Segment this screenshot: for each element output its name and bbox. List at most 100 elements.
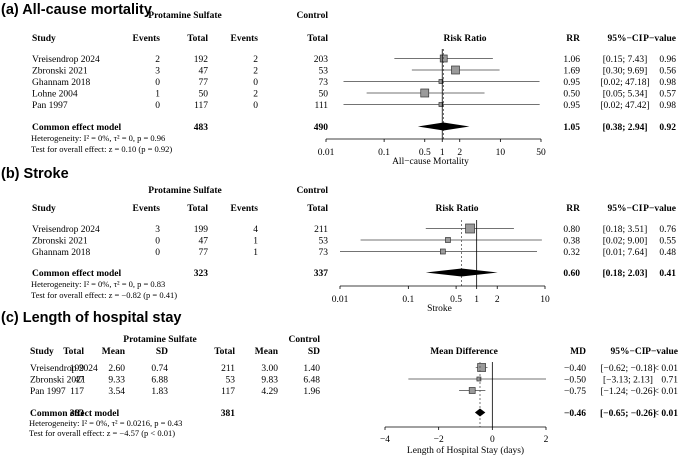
study-ci: [0.01; 7.64] <box>603 248 648 258</box>
overall-effect-note: Test for overall effect: z = 0.10 (p = 0… <box>31 144 172 154</box>
study-cell: 117 <box>70 387 84 397</box>
study-name: Pan 1997 <box>32 101 68 111</box>
study-cell: 211 <box>314 225 328 235</box>
heterogeneity-note: Heterogeneity: I² = 0%, τ² = 0.0216, p =… <box>29 418 182 428</box>
study-cell: 2 <box>155 55 160 65</box>
study-cell: 4.29 <box>261 387 278 397</box>
study-cell: 0 <box>253 101 258 111</box>
pooled-diamond <box>474 408 486 417</box>
study-cell: 3.00 <box>261 364 278 374</box>
x-tick-label: 0.5 <box>450 295 462 305</box>
group1-header: Protamine Sulfate <box>123 335 196 345</box>
study-pvalue: 0.76 <box>659 225 676 235</box>
column-header-estimate: RR <box>566 204 580 214</box>
summary-ci: [0.38; 2.94] <box>602 123 647 133</box>
study-pvalue: 0.96 <box>659 55 676 65</box>
study-cell: 2.60 <box>108 364 125 374</box>
x-tick-label: 0.5 <box>419 148 431 158</box>
study-name: Pan 1997 <box>30 387 66 397</box>
study-estimate: −0.40 <box>564 364 586 374</box>
column-header: Events <box>133 34 161 44</box>
column-header: SD <box>308 347 320 357</box>
study-pvalue: 0.98 <box>659 78 676 88</box>
column-header: Total <box>214 347 235 357</box>
summary-total-treatment: 363 <box>70 409 85 419</box>
study-cell: 77 <box>199 248 209 258</box>
heterogeneity-note: Heterogeneity: I² = 0%, τ² = 0, p = 0.83 <box>31 279 165 289</box>
study-cell: 2 <box>253 55 258 65</box>
study-ci: [0.18; 3.51] <box>603 225 648 235</box>
study-cell: 0 <box>155 101 160 111</box>
x-tick-label: 2 <box>544 435 549 445</box>
column-header-measure: Risk Ratio <box>443 34 486 44</box>
study-ci: [0.30; 9.69] <box>603 67 648 77</box>
column-header-estimate: MD <box>570 347 586 357</box>
x-tick-label: 0.1 <box>402 295 414 305</box>
study-cell: 1.83 <box>151 387 168 397</box>
study-pvalue: 0.98 <box>659 101 676 111</box>
study-point-box <box>468 387 476 394</box>
study-cell: 1.40 <box>303 364 320 374</box>
x-tick-label: 2 <box>495 295 500 305</box>
summary-pvalue: 0.92 <box>659 123 676 133</box>
study-point-box <box>445 237 451 243</box>
study-estimate: 1.69 <box>563 67 580 77</box>
x-tick-label: 0 <box>490 435 495 445</box>
study-estimate: 0.80 <box>563 225 580 235</box>
study-cell: 4 <box>253 225 258 235</box>
study-cell: 53 <box>319 237 329 247</box>
panel-title: (a) All-cause mortality <box>1 2 152 18</box>
group1-header: Protamine Sulfate <box>148 186 221 196</box>
column-header-pvalue: P−value <box>643 34 676 44</box>
study-cell: 53 <box>319 67 329 77</box>
pooled-diamond <box>417 122 470 131</box>
study-name: Vreisendrop 2024 <box>32 225 100 235</box>
summary-total-control: 337 <box>314 269 329 279</box>
column-header: Events <box>231 34 259 44</box>
group2-header: Control <box>297 186 329 196</box>
study-ci: [−1.24; −0.26] <box>600 387 655 397</box>
study-pvalue: 0.71 <box>661 376 678 386</box>
column-header: Events <box>231 204 259 214</box>
study-ci: [0.15; 7.43] <box>603 55 648 65</box>
study-estimate: 0.50 <box>563 90 580 100</box>
column-header: Mean <box>102 347 126 357</box>
study-cell: 2 <box>253 67 258 77</box>
column-header-pvalue: P−value <box>643 204 676 214</box>
column-header-ci: 95%−CI <box>611 347 646 357</box>
study-cell: 3.54 <box>108 387 125 397</box>
column-header-estimate: RR <box>566 34 580 44</box>
study-cell: 6.88 <box>151 376 168 386</box>
summary-total-control: 381 <box>221 409 236 419</box>
study-cell: 3 <box>155 225 160 235</box>
study-point-box <box>465 223 475 234</box>
summary-ci: [0.18; 2.03] <box>602 269 647 279</box>
x-tick-label: −4 <box>380 435 390 445</box>
study-cell: 0 <box>253 78 258 88</box>
study-pvalue: < 0.01 <box>654 364 679 374</box>
x-tick-label: −2 <box>434 435 444 445</box>
study-cell: 117 <box>194 101 208 111</box>
study-ci: [0.05; 5.34] <box>603 90 648 100</box>
study-cell: 47 <box>75 376 85 386</box>
study-cell: 50 <box>319 90 329 100</box>
study-cell: 211 <box>221 364 235 374</box>
study-cell: 111 <box>314 101 328 111</box>
study-cell: 0 <box>155 248 160 258</box>
study-pvalue: 0.55 <box>659 237 676 247</box>
study-cell: 53 <box>226 376 236 386</box>
study-name: Zbronski 2021 <box>32 67 88 77</box>
x-axis-label: Stroke <box>427 304 452 314</box>
panel-title: (c) Length of hospital stay <box>1 310 181 326</box>
x-tick-label: 1 <box>474 295 479 305</box>
study-cell: 1 <box>253 237 258 247</box>
study-cell: 1.96 <box>303 387 320 397</box>
x-tick-label: 0.01 <box>318 148 335 158</box>
study-cell: 47 <box>199 67 209 77</box>
study-point-box <box>438 102 444 107</box>
summary-estimate: −0.46 <box>564 409 586 419</box>
study-cell: 117 <box>221 387 235 397</box>
study-ci: [0.02; 9.00] <box>603 237 648 247</box>
x-tick-label: 2 <box>457 148 462 158</box>
